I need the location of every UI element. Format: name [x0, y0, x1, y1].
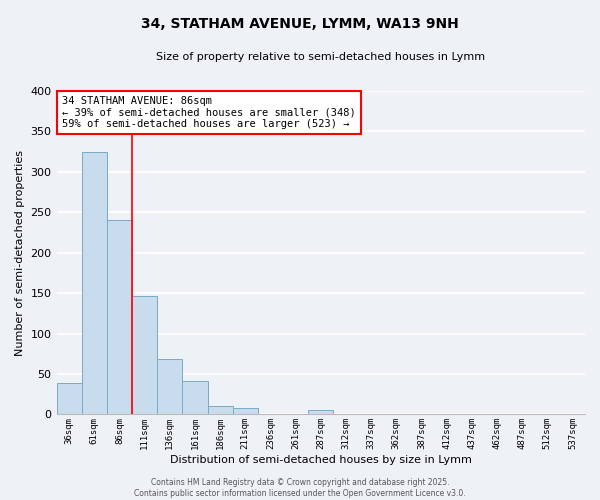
Bar: [182, 382, 208, 414]
Text: 34 STATHAM AVENUE: 86sqm
← 39% of semi-detached houses are smaller (348)
59% of : 34 STATHAM AVENUE: 86sqm ← 39% of semi-d…: [62, 96, 356, 129]
Bar: [233, 408, 258, 414]
Bar: [208, 406, 233, 414]
Bar: [107, 220, 132, 414]
Y-axis label: Number of semi-detached properties: Number of semi-detached properties: [15, 150, 25, 356]
Bar: [56, 383, 82, 414]
Text: Contains HM Land Registry data © Crown copyright and database right 2025.
Contai: Contains HM Land Registry data © Crown c…: [134, 478, 466, 498]
Bar: [132, 296, 157, 414]
Text: 34, STATHAM AVENUE, LYMM, WA13 9NH: 34, STATHAM AVENUE, LYMM, WA13 9NH: [141, 18, 459, 32]
Bar: [157, 358, 182, 414]
Bar: [308, 410, 334, 414]
X-axis label: Distribution of semi-detached houses by size in Lymm: Distribution of semi-detached houses by …: [170, 455, 472, 465]
Title: Size of property relative to semi-detached houses in Lymm: Size of property relative to semi-detach…: [156, 52, 485, 62]
Bar: [82, 152, 107, 414]
